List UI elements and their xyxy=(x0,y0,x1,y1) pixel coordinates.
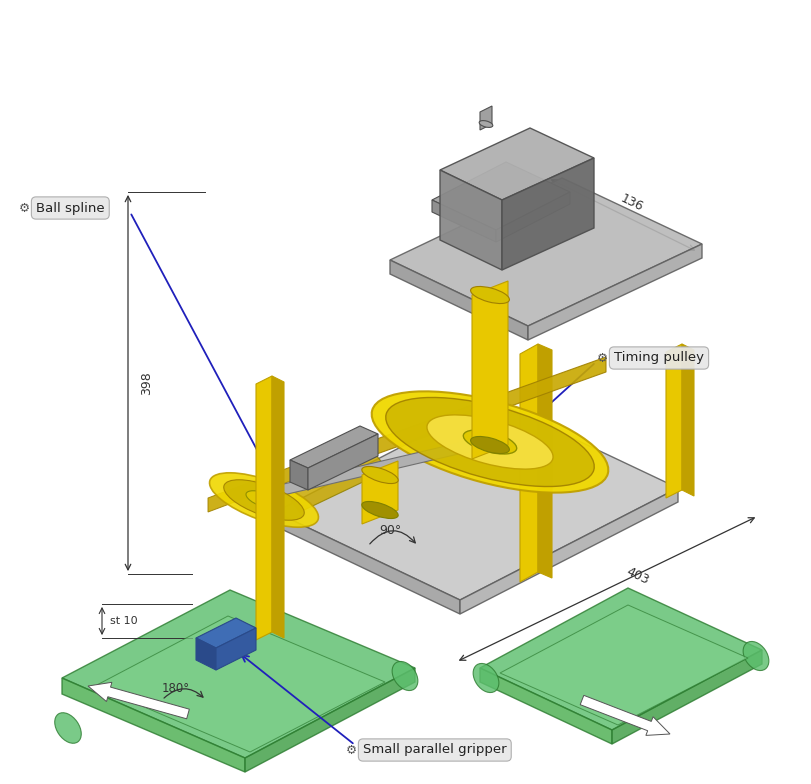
Text: ⚙: ⚙ xyxy=(19,201,29,215)
Text: ⚙: ⚙ xyxy=(345,743,356,757)
FancyArrow shape xyxy=(88,682,189,719)
Polygon shape xyxy=(281,450,388,512)
Polygon shape xyxy=(479,588,761,730)
Polygon shape xyxy=(501,158,594,270)
Polygon shape xyxy=(527,244,702,340)
Polygon shape xyxy=(460,488,677,614)
Polygon shape xyxy=(275,400,677,600)
Text: ⚙: ⚙ xyxy=(595,351,607,365)
Ellipse shape xyxy=(470,437,508,453)
Ellipse shape xyxy=(362,502,397,518)
Ellipse shape xyxy=(473,663,498,692)
Ellipse shape xyxy=(470,286,508,303)
Polygon shape xyxy=(307,434,378,490)
Ellipse shape xyxy=(209,473,318,527)
Text: Ball spline: Ball spline xyxy=(36,201,105,215)
Ellipse shape xyxy=(478,121,492,128)
Polygon shape xyxy=(258,438,483,500)
Polygon shape xyxy=(538,344,551,578)
FancyArrow shape xyxy=(580,695,669,735)
Polygon shape xyxy=(255,376,272,640)
Polygon shape xyxy=(62,590,414,758)
Polygon shape xyxy=(500,605,747,725)
Ellipse shape xyxy=(463,430,516,454)
Polygon shape xyxy=(479,106,491,130)
Polygon shape xyxy=(272,376,284,638)
Ellipse shape xyxy=(385,397,594,487)
Ellipse shape xyxy=(742,641,768,670)
Polygon shape xyxy=(362,461,397,524)
Ellipse shape xyxy=(362,466,397,484)
Ellipse shape xyxy=(392,662,418,691)
Polygon shape xyxy=(681,344,693,496)
Polygon shape xyxy=(471,281,508,459)
Text: 398: 398 xyxy=(139,371,152,395)
Polygon shape xyxy=(208,456,320,512)
Text: 90°: 90° xyxy=(379,524,401,536)
Polygon shape xyxy=(479,668,611,744)
Ellipse shape xyxy=(246,491,281,510)
Polygon shape xyxy=(275,512,460,614)
Polygon shape xyxy=(431,200,496,242)
Ellipse shape xyxy=(427,415,552,469)
Polygon shape xyxy=(216,628,255,670)
Polygon shape xyxy=(519,344,538,582)
Polygon shape xyxy=(389,260,527,340)
Polygon shape xyxy=(440,170,501,270)
Polygon shape xyxy=(611,650,761,744)
Text: Timing pulley: Timing pulley xyxy=(613,351,703,365)
Text: 136: 136 xyxy=(618,192,645,214)
Polygon shape xyxy=(95,616,384,752)
Ellipse shape xyxy=(371,391,607,492)
Polygon shape xyxy=(290,426,378,468)
Text: st 10: st 10 xyxy=(109,616,137,626)
Ellipse shape xyxy=(224,480,304,521)
Polygon shape xyxy=(195,638,216,670)
Polygon shape xyxy=(389,178,702,326)
Ellipse shape xyxy=(54,713,81,743)
Polygon shape xyxy=(374,357,605,455)
Polygon shape xyxy=(431,162,569,230)
Polygon shape xyxy=(195,618,255,648)
Text: Small parallel gripper: Small parallel gripper xyxy=(363,743,506,757)
Polygon shape xyxy=(665,344,681,498)
Polygon shape xyxy=(496,192,569,242)
Text: 180°: 180° xyxy=(161,681,190,695)
Polygon shape xyxy=(440,128,594,200)
Polygon shape xyxy=(62,678,245,772)
Polygon shape xyxy=(290,460,307,490)
Polygon shape xyxy=(245,668,414,772)
Text: 403: 403 xyxy=(624,565,650,587)
